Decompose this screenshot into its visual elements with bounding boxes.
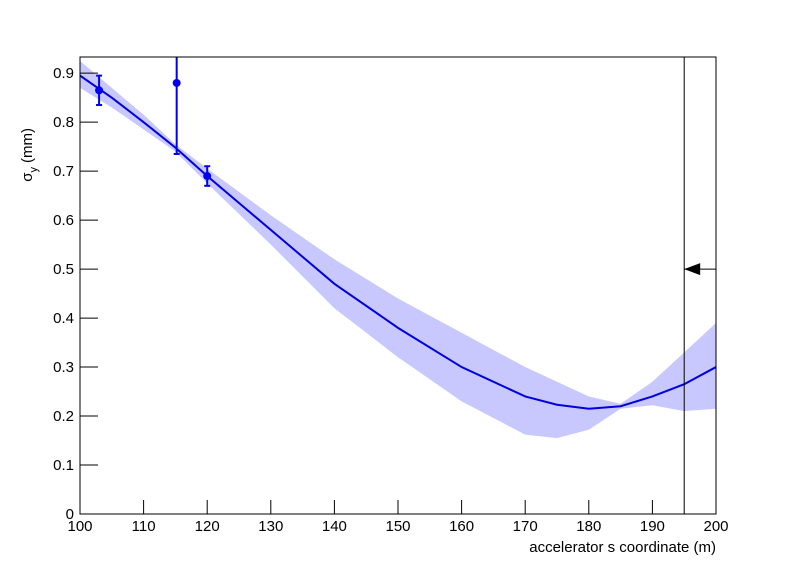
y-tick-label: 0.5 — [53, 261, 74, 278]
y-tick-label: 0.9 — [53, 65, 74, 82]
y-tick-label: 0.3 — [53, 359, 74, 376]
y-tick-label: 0.7 — [53, 163, 74, 180]
y-subscript: y — [28, 166, 40, 172]
y-tick-label: 0.1 — [53, 457, 74, 474]
data-point — [95, 86, 104, 95]
data-point — [172, 78, 181, 87]
y-axis-title: σy (mm) — [19, 128, 40, 182]
x-tick-label: 160 — [449, 518, 474, 535]
x-tick-label: 200 — [703, 518, 728, 535]
x-tick-label: 180 — [576, 518, 601, 535]
marker-arrow-head — [684, 263, 701, 276]
y-tick-label: 0.4 — [53, 310, 74, 327]
y-tick-label: 0.2 — [53, 408, 74, 425]
confidence-band — [80, 60, 716, 439]
data-point — [203, 172, 212, 181]
y-tick-label: 0 — [66, 506, 74, 523]
plot-area — [80, 57, 716, 439]
x-tick-label: 140 — [322, 518, 347, 535]
x-tick-label: 190 — [640, 518, 665, 535]
x-tick-label: 100 — [67, 518, 92, 535]
x-tick-label: 170 — [513, 518, 538, 535]
y-unit: (mm) — [19, 128, 36, 163]
y-tick-label: 0.6 — [53, 212, 74, 229]
x-tick-label: 150 — [385, 518, 410, 535]
fit-line — [80, 74, 716, 410]
x-axis-title: accelerator s coordinate (m) — [529, 539, 716, 556]
x-tick-label: 110 — [132, 518, 156, 535]
y-symbol: σ — [19, 172, 36, 182]
x-tick-label: 130 — [258, 518, 283, 535]
y-tick-label: 0.8 — [53, 114, 74, 131]
x-tick-label: 120 — [195, 518, 220, 535]
